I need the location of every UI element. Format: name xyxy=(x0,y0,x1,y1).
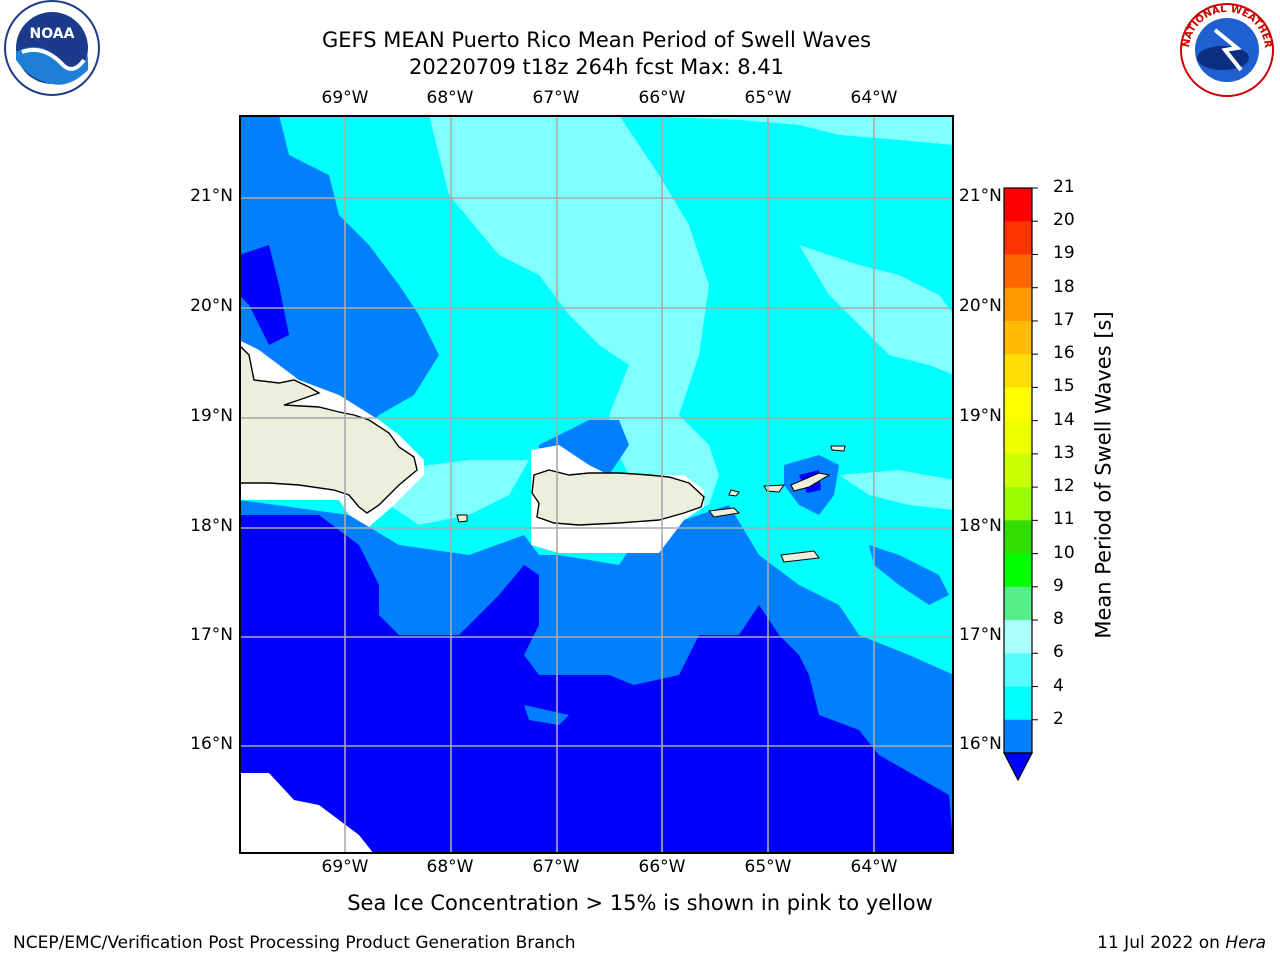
colorbar xyxy=(1003,187,1038,782)
lat-label-right: 18°N xyxy=(959,516,1002,536)
colorbar-segment xyxy=(1004,586,1032,621)
map-frame xyxy=(239,115,954,854)
swell-period-map xyxy=(239,115,954,854)
colorbar-segment xyxy=(1004,287,1032,322)
colorbar-tick-label: 9 xyxy=(1053,575,1064,596)
colorbar-tick-label: 6 xyxy=(1053,642,1064,663)
colorbar-tick-label: 13 xyxy=(1053,442,1075,463)
lat-label-left: 21°N xyxy=(190,186,233,206)
contour-band-8-9 xyxy=(799,245,954,375)
lon-label-bottom: 68°W xyxy=(426,857,474,877)
colorbar-segment xyxy=(1004,387,1032,422)
hispaniola-land xyxy=(239,344,418,514)
noaa-logo: NOAA xyxy=(4,0,100,96)
colorbar-segment xyxy=(1004,453,1032,488)
footer-left: NCEP/EMC/Verification Post Processing Pr… xyxy=(13,933,576,953)
lat-label-left: 17°N xyxy=(190,625,233,645)
vieques-island xyxy=(708,507,741,518)
chart-title-line1: GEFS MEAN Puerto Rico Mean Period of Swe… xyxy=(321,28,872,52)
contour-band-8-9 xyxy=(839,470,954,510)
virgin-islands xyxy=(763,484,786,493)
colorbar-segment xyxy=(1004,719,1032,754)
lat-label-left: 20°N xyxy=(190,296,233,316)
colorbar-segment xyxy=(1004,653,1032,688)
lat-label-right: 16°N xyxy=(959,734,1002,754)
footer-host: Hera xyxy=(1225,933,1266,953)
contour-band-2-4 xyxy=(239,515,954,854)
lat-label-left: 19°N xyxy=(190,406,233,426)
colorbar-tick-label: 20 xyxy=(1053,210,1075,231)
lon-label-bottom: 66°W xyxy=(638,857,686,877)
chart-title-line2: 20220709 t18z 264h fcst Max: 8.41 xyxy=(409,55,784,79)
noaa-logo-text: NOAA xyxy=(30,26,75,42)
colorbar-tick-label: 19 xyxy=(1053,243,1075,264)
colorbar-tick-label: 14 xyxy=(1053,409,1075,430)
lon-label-top: 64°W xyxy=(850,88,898,108)
masked-area xyxy=(239,773,374,854)
colorbar-segment xyxy=(1004,188,1032,222)
lat-label-right: 17°N xyxy=(959,625,1002,645)
puerto-rico-land xyxy=(531,469,705,526)
colorbar-tick-label: 10 xyxy=(1053,542,1075,563)
colorbar-tick-label: 12 xyxy=(1053,476,1075,497)
colorbar-tick-label: 18 xyxy=(1053,276,1075,297)
lon-label-top: 67°W xyxy=(532,88,580,108)
colorbar-title: Mean Period of Swell Waves [s] xyxy=(1092,311,1117,639)
colorbar-segment xyxy=(1004,620,1032,654)
lon-label-bottom: 69°W xyxy=(321,857,369,877)
lon-label-bottom: 65°W xyxy=(744,857,792,877)
colorbar-segment xyxy=(1004,354,1032,388)
lon-label-top: 69°W xyxy=(321,88,369,108)
colorbar-tick-label: 2 xyxy=(1053,708,1064,729)
st-croix-island xyxy=(780,550,820,563)
contour-band-2-4 xyxy=(239,245,289,345)
footer-date: 11 Jul 2022 on xyxy=(1097,933,1226,953)
contour-band-8-9 xyxy=(429,115,719,515)
lon-label-top: 65°W xyxy=(744,88,792,108)
lat-label-left: 18°N xyxy=(190,516,233,536)
colorbar-segment xyxy=(1004,254,1032,289)
lon-label-top: 68°W xyxy=(426,88,474,108)
lat-label-left: 16°N xyxy=(190,734,233,754)
colorbar-segment xyxy=(1004,553,1032,588)
colorbar-segment xyxy=(1004,320,1032,355)
lat-label-right: 21°N xyxy=(959,186,1002,206)
culebra-island xyxy=(728,489,740,497)
colorbar-segment xyxy=(1004,221,1032,255)
footer-right: 11 Jul 2022 on Hera xyxy=(1097,933,1266,953)
contour-band-4-6 xyxy=(869,545,949,605)
colorbar-segment xyxy=(1004,520,1032,555)
colorbar-extend-arrow xyxy=(1003,752,1033,782)
colorbar-tick-label: 15 xyxy=(1053,376,1075,397)
mona-island xyxy=(456,514,468,523)
lon-label-bottom: 67°W xyxy=(532,857,580,877)
colorbar-tick-label: 17 xyxy=(1053,309,1075,330)
colorbar-tick-label: 16 xyxy=(1053,343,1075,364)
nws-logo: NATIONAL WEATHER SERVICE xyxy=(1175,0,1274,97)
lon-label-top: 66°W xyxy=(638,88,686,108)
virgin-islands xyxy=(790,472,831,492)
contour-band-4-6 xyxy=(559,575,699,645)
colorbar-tick-label: 21 xyxy=(1053,177,1075,197)
lat-label-right: 20°N xyxy=(959,296,1002,316)
colorbar-segment xyxy=(1004,686,1032,721)
colorbar-tick-label: 8 xyxy=(1053,609,1064,630)
colorbar-segment xyxy=(1004,487,1032,521)
colorbar-tick-label: 4 xyxy=(1053,675,1064,696)
contour-band-8-9 xyxy=(619,115,954,145)
graticule xyxy=(239,115,954,854)
lon-label-bottom: 64°W xyxy=(850,857,898,877)
colorbar-tick-label: 11 xyxy=(1053,509,1075,530)
anegada-island xyxy=(830,445,846,452)
map-subtitle: Sea Ice Concentration > 15% is shown in … xyxy=(347,891,933,915)
contour-band-8-9 xyxy=(389,460,529,525)
colorbar-segment xyxy=(1004,420,1032,455)
lat-label-right: 19°N xyxy=(959,406,1002,426)
